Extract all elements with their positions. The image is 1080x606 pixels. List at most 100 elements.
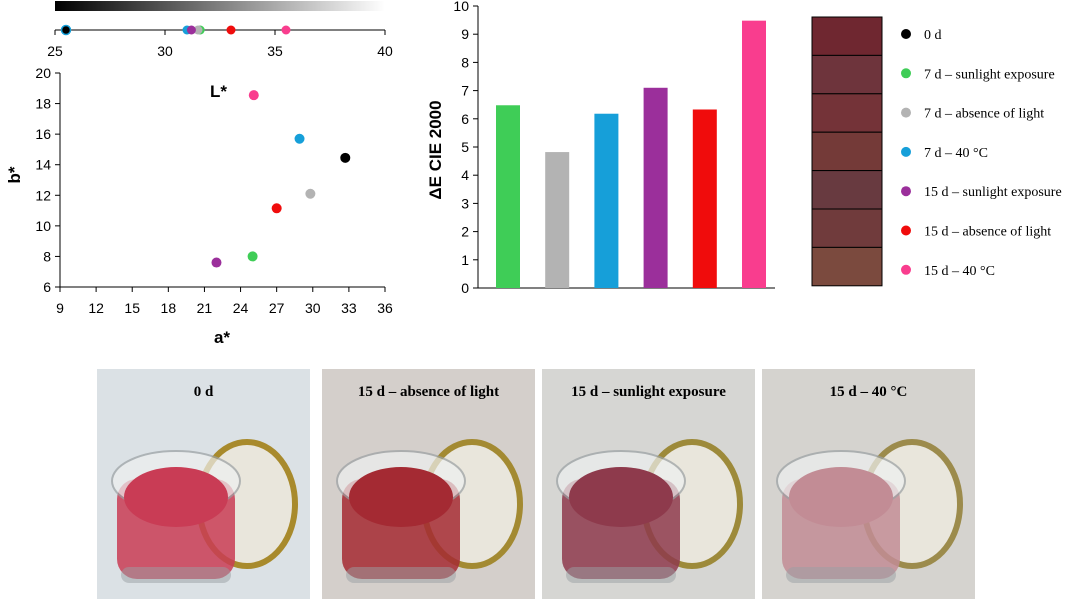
jar-base (786, 567, 896, 583)
bar-y-axis-title: ΔE CIE 2000 (426, 100, 445, 199)
bar-y-tick-label: 0 (461, 280, 469, 296)
ab-x-tick-label: 18 (161, 300, 177, 316)
jar-content (789, 467, 893, 527)
bar (692, 109, 717, 288)
ab-y-tick-label: 10 (35, 218, 51, 234)
color-swatch (811, 208, 883, 248)
jar-content (349, 467, 453, 527)
ab-y-tick-label: 16 (35, 126, 51, 142)
ab-data-point (294, 133, 305, 144)
ab-x-tick-label: 15 (124, 300, 140, 316)
bar (496, 105, 520, 288)
ab-y-tick-label: 20 (35, 65, 51, 81)
ab-data-point (305, 188, 316, 199)
ab-data-point (247, 251, 258, 262)
jar-base (566, 567, 676, 583)
legend-marker (901, 146, 911, 157)
color-swatch (811, 54, 883, 95)
legend-label: 7 d – absence of light (924, 107, 1044, 122)
jar-content (124, 467, 228, 527)
jar-base (346, 567, 456, 583)
legend-label: 15 d – 40 °C (924, 264, 995, 279)
ab-y-tick-label: 6 (43, 279, 51, 295)
ab-y-tick-label: 8 (43, 248, 51, 264)
photo-label: 0 d (194, 384, 214, 400)
ab-x-tick-label: 9 (56, 300, 64, 316)
l-data-point (281, 25, 291, 35)
legend-marker (901, 29, 911, 39)
photo-label: 15 d – sunlight exposure (571, 384, 726, 400)
lightness-gradient-bar (55, 1, 385, 11)
sample-photo: 15 d – sunlight exposure (542, 369, 755, 599)
legend-label: 7 d – 40 °C (924, 146, 988, 161)
ab-x-tick-label: 27 (269, 300, 285, 316)
ab-x-tick-label: 33 (341, 300, 357, 316)
bar-y-tick-label: 10 (453, 0, 469, 14)
bar-y-tick-label: 2 (461, 224, 469, 240)
bar-y-tick-label: 6 (461, 111, 469, 127)
sample-photo: 15 d – absence of light (322, 369, 535, 599)
bar (594, 113, 619, 288)
legend-marker (901, 186, 911, 197)
photo-label: 15 d – 40 °C (830, 384, 908, 400)
bar (742, 20, 766, 288)
ab-x-tick-label: 30 (305, 300, 321, 316)
bar-y-tick-label: 4 (461, 167, 469, 183)
legend-label: 15 d – sunlight exposure (924, 185, 1062, 200)
legend-label: 15 d – absence of light (924, 225, 1051, 240)
bar (643, 87, 668, 288)
ab-x-tick-label: 36 (377, 300, 393, 316)
legend: 0 d 7 d – sunlight exposure 7 d – absence … (901, 28, 1062, 279)
ab-y-axis-title: b* (5, 166, 24, 183)
color-swatch (811, 93, 883, 133)
legend-marker (901, 264, 911, 275)
ab-data-point (248, 90, 259, 101)
color-swatch (811, 170, 883, 210)
ab-data-point (271, 203, 282, 214)
bar-y-tick-label: 5 (461, 139, 469, 155)
photo-label: 15 d – absence of light (358, 384, 499, 400)
legend-label: 0 d (924, 28, 942, 43)
color-swatch (811, 246, 883, 287)
jar-content (569, 467, 673, 527)
ab-x-tick-label: 24 (233, 300, 249, 316)
l-tick-label: 35 (267, 43, 283, 59)
delta-e-bar-chart: 0 1 2 3 4 5 6 7 8 9 10 ΔE CIE 2000 (426, 0, 775, 296)
ab-y-tick-label: 18 (35, 96, 51, 112)
l-tick-label: 25 (47, 43, 63, 59)
bar-y-tick-label: 7 (461, 83, 469, 99)
bar (545, 152, 570, 288)
legend-marker (901, 68, 911, 79)
l-star-chart: 25 30 35 40 (47, 1, 393, 59)
legend-marker (901, 225, 911, 236)
ab-y-tick-label: 14 (35, 157, 51, 173)
legend-label: 7 d – sunlight exposure (924, 67, 1055, 82)
l-data-point (186, 25, 196, 35)
ab-y-tick-label: 12 (35, 187, 51, 203)
bar-y-tick-label: 8 (461, 54, 469, 70)
l-tick-label: 30 (157, 43, 173, 59)
color-swatch-column (811, 16, 883, 287)
bar-y-tick-label: 9 (461, 26, 469, 42)
ab-x-tick-label: 21 (197, 300, 213, 316)
legend-marker (901, 107, 911, 118)
ab-x-tick-label: 12 (88, 300, 104, 316)
l-tick-label: 40 (377, 43, 393, 59)
bar-y-tick-label: 3 (461, 195, 469, 211)
jar-base (121, 567, 231, 583)
ab-x-axis-title: a* (214, 328, 230, 347)
color-swatch (811, 16, 883, 56)
bar-y-tick-label: 1 (461, 252, 469, 268)
ab-data-point (211, 257, 222, 268)
ab-data-point (340, 152, 351, 163)
sample-photos: 0 d 15 d – absence of light 15 d – sunligh… (97, 369, 975, 599)
l-data-point (226, 25, 236, 35)
l-axis-title: L* (210, 82, 227, 101)
l-data-point (193, 25, 203, 35)
sample-photo: 0 d (97, 369, 310, 599)
sample-photo: 15 d – 40 °C (762, 369, 975, 599)
l-data-point (60, 24, 72, 36)
color-swatch (811, 131, 883, 172)
